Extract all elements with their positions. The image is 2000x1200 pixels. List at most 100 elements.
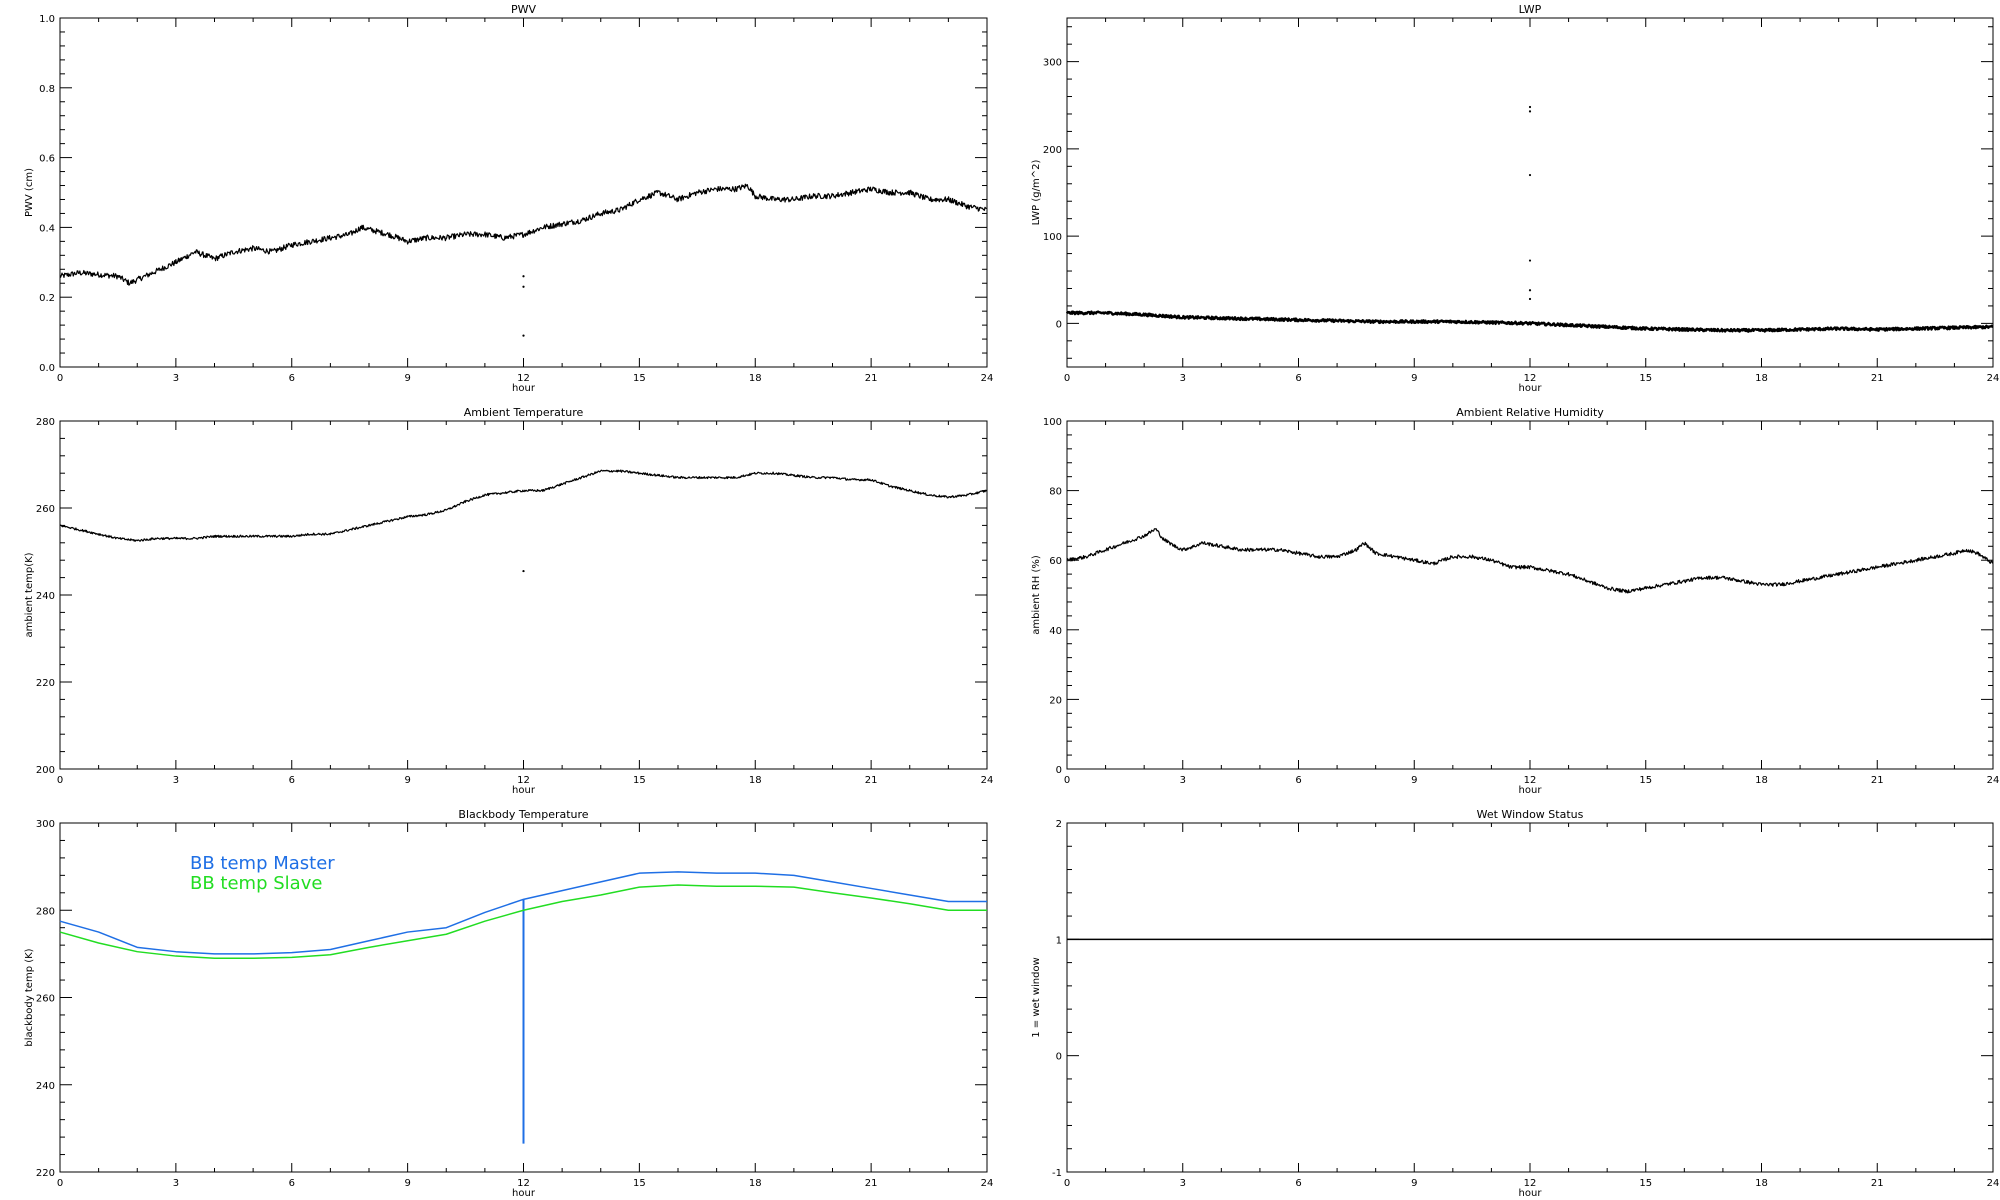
pwv-chart: PWV hour PWV (cm) 0 3 6 9 12 15 18 21 24 0.0 0.2 0.…: [24, 3, 993, 394]
x-tick-label: 21: [1871, 373, 1884, 384]
chart-title: LWP: [1519, 3, 1542, 16]
y-tick-label: 1.0: [39, 14, 55, 25]
chart-title: Wet Window Status: [1477, 808, 1584, 821]
x-axis-label: hour: [512, 785, 536, 796]
x-tick-label: 12: [1524, 373, 1537, 384]
x-tick-label: 0: [57, 775, 63, 786]
x-tick-label: 15: [633, 1178, 646, 1189]
x-tick-label: 6: [1295, 373, 1301, 384]
x-tick-label: 21: [1871, 1178, 1884, 1189]
y-axis-label: ambient temp(K): [24, 552, 35, 637]
y-tick-label: 280: [36, 417, 55, 428]
x-tick-label: 18: [749, 373, 762, 384]
y-tick-label: 260: [36, 504, 55, 515]
y-tick-label: 280: [36, 906, 55, 917]
x-tick-label: 9: [1411, 373, 1417, 384]
x-tick-label: 9: [404, 1178, 410, 1189]
x-tick-label: 6: [1295, 775, 1301, 786]
x-tick-label: 0: [1064, 1178, 1070, 1189]
data-outlier-point: [1528, 173, 1532, 177]
x-tick-label: 24: [1987, 1178, 2000, 1189]
blackbody-temperature-chart: Blackbody Temperature hour blackbody tem…: [24, 808, 993, 1199]
x-tick-label: 12: [517, 1178, 530, 1189]
x-tick-label: 24: [1987, 775, 2000, 786]
y-tick-label: 0: [1056, 765, 1062, 776]
y-tick-label: 1: [1056, 935, 1062, 946]
x-tick-label: 24: [981, 373, 994, 384]
y-tick-label: 0.6: [39, 154, 55, 165]
x-axis-label: hour: [1519, 1188, 1543, 1199]
data-outlier-point: [522, 285, 525, 288]
x-tick-label: 0: [57, 1178, 63, 1189]
x-tick-label: 15: [633, 373, 646, 384]
y-tick-label: 240: [36, 1081, 55, 1092]
x-tick-label: 24: [981, 775, 994, 786]
y-tick-label: 0: [1056, 319, 1062, 330]
y-tick-label: 100: [1043, 417, 1062, 428]
x-tick-label: 3: [1180, 373, 1186, 384]
x-tick-label: 12: [517, 775, 530, 786]
chart-title: PWV: [511, 3, 537, 16]
y-tick-label: 0: [1056, 1052, 1062, 1063]
x-tick-label: 18: [749, 1178, 762, 1189]
plot-frame: [59, 420, 988, 770]
x-tick-label: 3: [173, 373, 179, 384]
x-axis-label: hour: [1519, 383, 1543, 394]
x-tick-label: 12: [1524, 775, 1537, 786]
plot-frame: [1066, 17, 1994, 368]
y-tick-label: 2: [1056, 819, 1062, 830]
y-axis-label: LWP (g/m^2): [1031, 160, 1042, 226]
data-series-line: [1066, 528, 1994, 594]
y-tick-label: 300: [36, 819, 55, 830]
x-tick-label: 18: [1755, 1178, 1768, 1189]
x-tick-label: 15: [1639, 1178, 1652, 1189]
y-tick-label: 0.8: [39, 84, 55, 95]
data-series-line: [59, 871, 987, 955]
data-series-line: [59, 469, 988, 542]
x-tick-label: 15: [1639, 373, 1652, 384]
x-tick-label: 21: [865, 775, 878, 786]
y-tick-label: 220: [36, 1168, 55, 1179]
x-tick-label: 15: [1639, 775, 1652, 786]
x-tick-label: 12: [1524, 1178, 1537, 1189]
y-axis-label: ambient RH (%): [1031, 555, 1042, 635]
y-tick-label: 220: [36, 678, 55, 689]
ambient-temperature-chart: Ambient Temperature hour ambient temp(K)…: [24, 406, 993, 796]
x-tick-label: 3: [1180, 775, 1186, 786]
x-tick-label: 6: [1295, 1178, 1301, 1189]
data-series-line: [1065, 310, 1994, 333]
x-tick-label: 21: [865, 1178, 878, 1189]
data-outlier-point: [1528, 110, 1532, 113]
x-tick-label: 6: [289, 373, 295, 384]
y-tick-label: 80: [1049, 487, 1062, 498]
x-tick-label: 9: [1411, 1178, 1417, 1189]
wet-window-status-chart: Wet Window Status hour 1 = wet window 0 3…: [1031, 808, 1999, 1199]
x-tick-label: 0: [1064, 775, 1070, 786]
x-tick-label: 3: [173, 1178, 179, 1189]
y-axis-label: blackbody temp (K): [24, 948, 35, 1046]
chart-title: Ambient Relative Humidity: [1456, 406, 1604, 419]
data-outlier-point: [522, 275, 525, 278]
y-tick-label: 200: [36, 765, 55, 776]
x-tick-label: 18: [1755, 373, 1768, 384]
x-tick-label: 24: [1987, 373, 2000, 384]
y-tick-label: 0.0: [39, 363, 55, 374]
x-tick-label: 24: [981, 1178, 994, 1189]
y-tick-label: 0.2: [39, 293, 55, 304]
y-tick-label: 40: [1049, 626, 1062, 637]
y-tick-label: 100: [1043, 232, 1062, 243]
x-tick-label: 6: [289, 1178, 295, 1189]
x-tick-label: 18: [749, 775, 762, 786]
data-outlier-point: [1528, 105, 1532, 109]
data-outlier-point: [1528, 289, 1532, 292]
plot-frame: [1066, 822, 1994, 1173]
x-axis-label: hour: [1519, 785, 1543, 796]
y-tick-label: 300: [1043, 58, 1062, 69]
x-tick-label: 0: [57, 373, 63, 384]
data-series-line: [59, 884, 987, 959]
lwp-chart: LWP hour LWP (g/m^2) 0 3 6 9 12 15 18 21 24 0 100 2…: [1031, 3, 1999, 394]
x-tick-label: 21: [1871, 775, 1884, 786]
legend-entry-master: BB temp Master: [190, 853, 335, 874]
x-tick-label: 15: [633, 775, 646, 786]
data-outlier-point: [1528, 297, 1532, 301]
